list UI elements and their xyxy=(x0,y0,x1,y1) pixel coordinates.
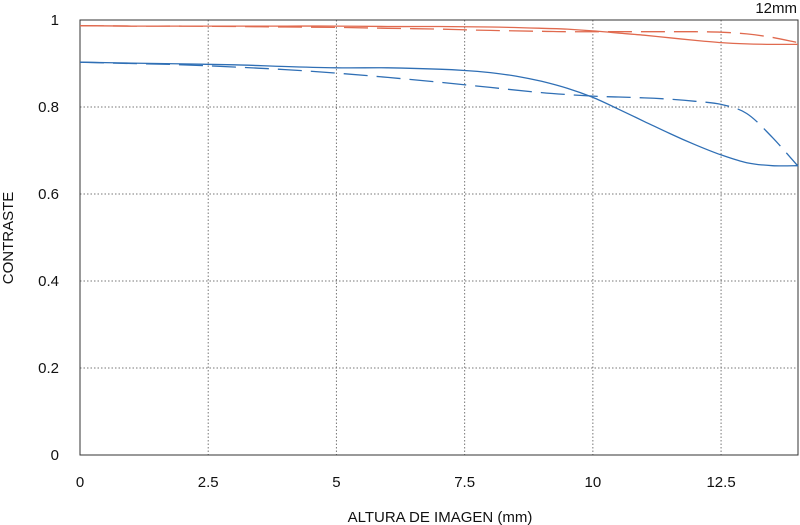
y-tick-label: 0 xyxy=(51,447,59,464)
plot-frame xyxy=(79,19,799,456)
y-tick-label: 0.8 xyxy=(38,99,59,116)
x-tick-label: 12.5 xyxy=(706,474,735,491)
y-tick-label: 0.4 xyxy=(38,273,59,290)
x-axis-title: ALTURA DE IMAGEN (mm) xyxy=(348,509,533,525)
x-tick-label: 7.5 xyxy=(454,474,475,491)
series-line-3 xyxy=(79,61,799,167)
y-tick-label: 0.6 xyxy=(38,186,59,203)
y-tick-labels: 0 0.2 0.4 0.6 0.8 1 xyxy=(38,12,59,464)
x-tick-label: 5 xyxy=(332,474,340,491)
x-tick-labels: 0 2.5 5 7.5 10 12.5 xyxy=(76,474,736,491)
y-axis-title: CONTRASTE xyxy=(0,192,17,285)
series-line-2 xyxy=(79,25,799,44)
grid-lines xyxy=(80,20,798,455)
x-tick-label: 10 xyxy=(585,474,602,491)
y-tick-label: 1 xyxy=(51,12,59,29)
chart-title: 12mm xyxy=(755,0,797,17)
series-lines xyxy=(79,25,799,167)
series-line-1 xyxy=(79,25,798,46)
x-tick-label: 0 xyxy=(76,474,84,491)
x-tick-label: 2.5 xyxy=(198,474,219,491)
series-line-4 xyxy=(79,61,799,167)
y-tick-label: 0.2 xyxy=(38,360,59,377)
